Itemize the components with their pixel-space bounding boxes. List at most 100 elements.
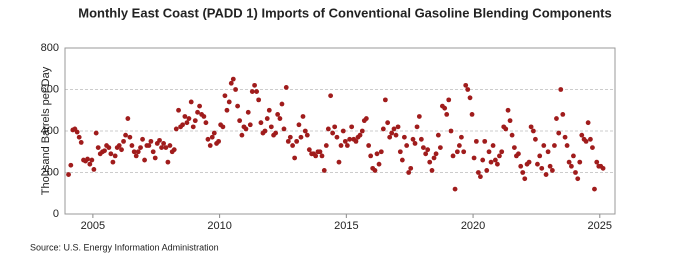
point: [300, 114, 306, 119]
point: [571, 153, 576, 159]
point: [197, 103, 202, 109]
point: [530, 128, 536, 134]
point: [237, 118, 243, 124]
point: [207, 143, 213, 148]
point: [478, 174, 483, 180]
point: [588, 136, 593, 142]
x-tick-label: 2015: [334, 220, 358, 232]
point: [281, 126, 287, 132]
point: [564, 143, 570, 148]
point: [89, 157, 95, 163]
point: [129, 143, 135, 148]
point: [68, 162, 74, 168]
point: [583, 138, 589, 144]
chart-title: Monthly East Coast (PADD 1) Imports of C…: [78, 5, 612, 20]
point: [87, 161, 93, 167]
point: [306, 147, 312, 153]
point: [401, 134, 407, 140]
point: [543, 172, 549, 177]
point: [452, 186, 458, 192]
point: [463, 82, 469, 88]
point: [190, 124, 196, 130]
point: [254, 89, 260, 94]
x-tick-label: 2005: [81, 220, 105, 232]
point: [499, 149, 505, 155]
point: [399, 157, 405, 163]
point: [363, 116, 369, 121]
point: [150, 149, 156, 155]
point: [302, 128, 308, 134]
point: [247, 122, 253, 128]
point: [140, 136, 145, 142]
point: [465, 87, 471, 92]
point: [95, 145, 101, 151]
point: [410, 136, 416, 142]
point: [520, 170, 526, 175]
point: [545, 149, 551, 155]
point: [547, 163, 553, 169]
point: [549, 168, 555, 173]
point: [224, 107, 230, 113]
point: [334, 134, 340, 140]
point: [195, 109, 200, 115]
point: [418, 136, 424, 142]
point: [176, 107, 181, 113]
point: [133, 153, 139, 159]
point: [585, 120, 591, 126]
point: [522, 176, 528, 182]
point: [473, 138, 479, 144]
point: [414, 124, 420, 130]
point: [332, 124, 338, 130]
point: [344, 143, 350, 148]
point: [294, 138, 300, 144]
point: [277, 116, 283, 121]
point: [509, 132, 515, 138]
point: [368, 153, 374, 159]
point: [131, 149, 137, 155]
point: [119, 147, 124, 153]
point: [482, 138, 488, 144]
point: [211, 130, 217, 136]
y-tick-label: 600: [41, 83, 59, 95]
point: [142, 157, 147, 163]
point: [264, 116, 270, 121]
point: [562, 134, 568, 140]
point: [262, 128, 268, 134]
point: [433, 151, 439, 157]
point: [328, 93, 334, 99]
point: [444, 112, 450, 117]
point: [108, 151, 114, 157]
point: [442, 105, 448, 111]
point: [353, 138, 359, 144]
point: [600, 165, 606, 171]
point: [494, 161, 500, 167]
point: [76, 134, 82, 140]
point: [340, 128, 346, 134]
point: [431, 155, 437, 161]
point: [349, 124, 355, 130]
y-tick-label: 200: [41, 166, 59, 178]
point: [91, 166, 97, 172]
point: [233, 87, 238, 92]
point: [459, 134, 464, 140]
point: [258, 120, 264, 126]
point: [235, 103, 241, 109]
point: [230, 76, 236, 82]
point: [245, 109, 251, 115]
point: [569, 163, 574, 169]
point: [66, 172, 71, 177]
point: [450, 153, 456, 159]
point: [395, 124, 401, 130]
point: [102, 148, 107, 154]
point: [228, 80, 234, 86]
point: [338, 143, 344, 148]
point: [74, 129, 80, 135]
point: [408, 165, 414, 171]
point: [437, 145, 443, 151]
point: [121, 138, 126, 144]
point: [454, 149, 460, 155]
point: [167, 143, 173, 148]
point: [511, 145, 517, 151]
point: [161, 141, 166, 146]
point: [106, 145, 112, 151]
